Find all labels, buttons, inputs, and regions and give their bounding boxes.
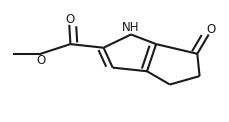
Text: O: O: [36, 54, 45, 67]
Text: O: O: [65, 14, 75, 26]
Text: NH: NH: [122, 21, 139, 34]
Text: O: O: [205, 23, 215, 36]
